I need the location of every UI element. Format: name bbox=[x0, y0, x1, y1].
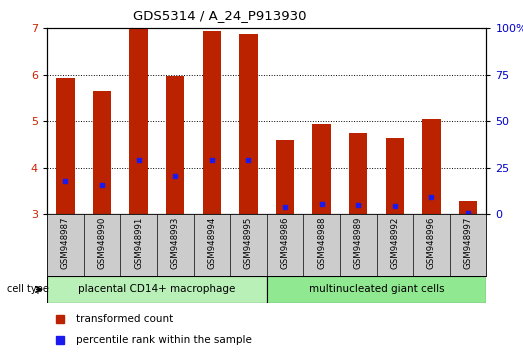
Bar bbox=[349, 133, 367, 214]
Bar bbox=[459, 201, 477, 214]
FancyBboxPatch shape bbox=[267, 276, 486, 303]
Text: GSM948997: GSM948997 bbox=[463, 217, 473, 269]
Bar bbox=[129, 29, 147, 214]
Bar bbox=[276, 140, 294, 214]
FancyBboxPatch shape bbox=[47, 276, 267, 303]
Bar bbox=[93, 91, 111, 214]
Bar bbox=[385, 137, 404, 214]
Bar bbox=[202, 31, 221, 214]
Bar bbox=[166, 76, 185, 214]
Text: GSM948990: GSM948990 bbox=[97, 217, 107, 269]
Text: GSM948987: GSM948987 bbox=[61, 217, 70, 269]
Text: GSM948991: GSM948991 bbox=[134, 217, 143, 269]
Text: GSM948989: GSM948989 bbox=[354, 217, 363, 269]
Text: GSM948988: GSM948988 bbox=[317, 217, 326, 269]
Text: percentile rank within the sample: percentile rank within the sample bbox=[76, 335, 252, 345]
Text: GSM948994: GSM948994 bbox=[207, 217, 217, 269]
Text: GDS5314 / A_24_P913930: GDS5314 / A_24_P913930 bbox=[133, 9, 306, 22]
Text: placental CD14+ macrophage: placental CD14+ macrophage bbox=[78, 284, 235, 295]
Text: GSM948992: GSM948992 bbox=[390, 217, 400, 269]
Text: GSM948993: GSM948993 bbox=[170, 217, 180, 269]
Bar bbox=[313, 124, 331, 214]
Text: GSM948995: GSM948995 bbox=[244, 217, 253, 269]
Text: GSM948996: GSM948996 bbox=[427, 217, 436, 269]
Text: transformed count: transformed count bbox=[76, 314, 173, 324]
Text: GSM948986: GSM948986 bbox=[280, 217, 290, 269]
Bar bbox=[56, 79, 74, 214]
Bar bbox=[240, 34, 257, 214]
Bar bbox=[423, 119, 440, 214]
Text: cell type: cell type bbox=[7, 284, 49, 295]
Text: multinucleated giant cells: multinucleated giant cells bbox=[309, 284, 445, 295]
